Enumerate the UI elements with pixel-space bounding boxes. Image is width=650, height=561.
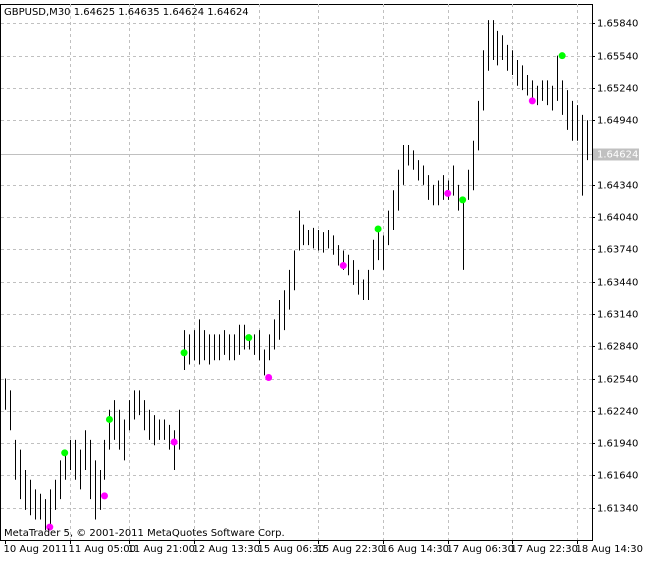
x-tick-label: 17 Aug 06:30 <box>447 544 514 555</box>
signal-dot <box>444 189 452 197</box>
signal-dot <box>558 52 566 60</box>
signal-dot <box>105 415 113 423</box>
x-tick-label: 17 Aug 22:30 <box>511 544 578 555</box>
y-tick-label: 1.64040 <box>597 213 638 224</box>
x-tick-label: 15 Aug 22:30 <box>317 544 384 555</box>
y-tick-label: 1.62240 <box>597 407 638 418</box>
x-tick-label: 18 Aug 14:30 <box>576 544 643 555</box>
signal-dot <box>61 449 69 457</box>
plot-frame <box>0 4 593 541</box>
y-tick-label: 1.64940 <box>597 116 638 127</box>
footer: MetaTrader 5, © 2001-2011 MetaQuotes Sof… <box>4 528 285 539</box>
price-label-box <box>593 148 639 161</box>
y-tick-label: 1.63440 <box>597 278 638 289</box>
x-tick-label: 16 Aug 14:30 <box>382 544 449 555</box>
x-tick-label: 11 Aug 21:00 <box>128 544 195 555</box>
y-tick-label: 1.65840 <box>597 19 638 30</box>
signal-dot <box>374 225 382 233</box>
y-tick-label: 1.61940 <box>597 439 638 450</box>
y-tick-label: 1.62840 <box>597 342 638 353</box>
x-tick-label: 12 Aug 13:30 <box>193 544 260 555</box>
signal-dot <box>180 349 188 357</box>
signal-dot <box>46 523 54 531</box>
chart-title: GBPUSD,M30 1.64625 1.64635 1.64624 1.646… <box>4 7 249 18</box>
signal-dot <box>339 262 347 270</box>
x-tick-label: 11 Aug 05:00 <box>69 544 136 555</box>
y-tick-label: 1.63140 <box>597 310 638 321</box>
y-tick-label: 1.65240 <box>597 84 638 95</box>
x-tick-label: 10 Aug 2011 <box>4 544 68 555</box>
signal-dot <box>245 334 253 342</box>
price-label: 1.64624 <box>597 150 638 161</box>
y-tick-label: 1.61340 <box>597 504 638 515</box>
y-tick-label: 1.61640 <box>597 471 638 482</box>
x-tick-label: 15 Aug 06:30 <box>258 544 325 555</box>
y-tick-label: 1.63740 <box>597 245 638 256</box>
y-tick-label: 1.62540 <box>597 375 638 386</box>
signal-dot <box>170 438 178 446</box>
y-tick-label: 1.64340 <box>597 181 638 192</box>
y-tick-label: 1.65540 <box>597 52 638 63</box>
signal-dot <box>528 97 536 105</box>
signal-dot <box>100 492 108 500</box>
signal-dot <box>265 373 273 381</box>
signal-dot <box>459 196 467 204</box>
